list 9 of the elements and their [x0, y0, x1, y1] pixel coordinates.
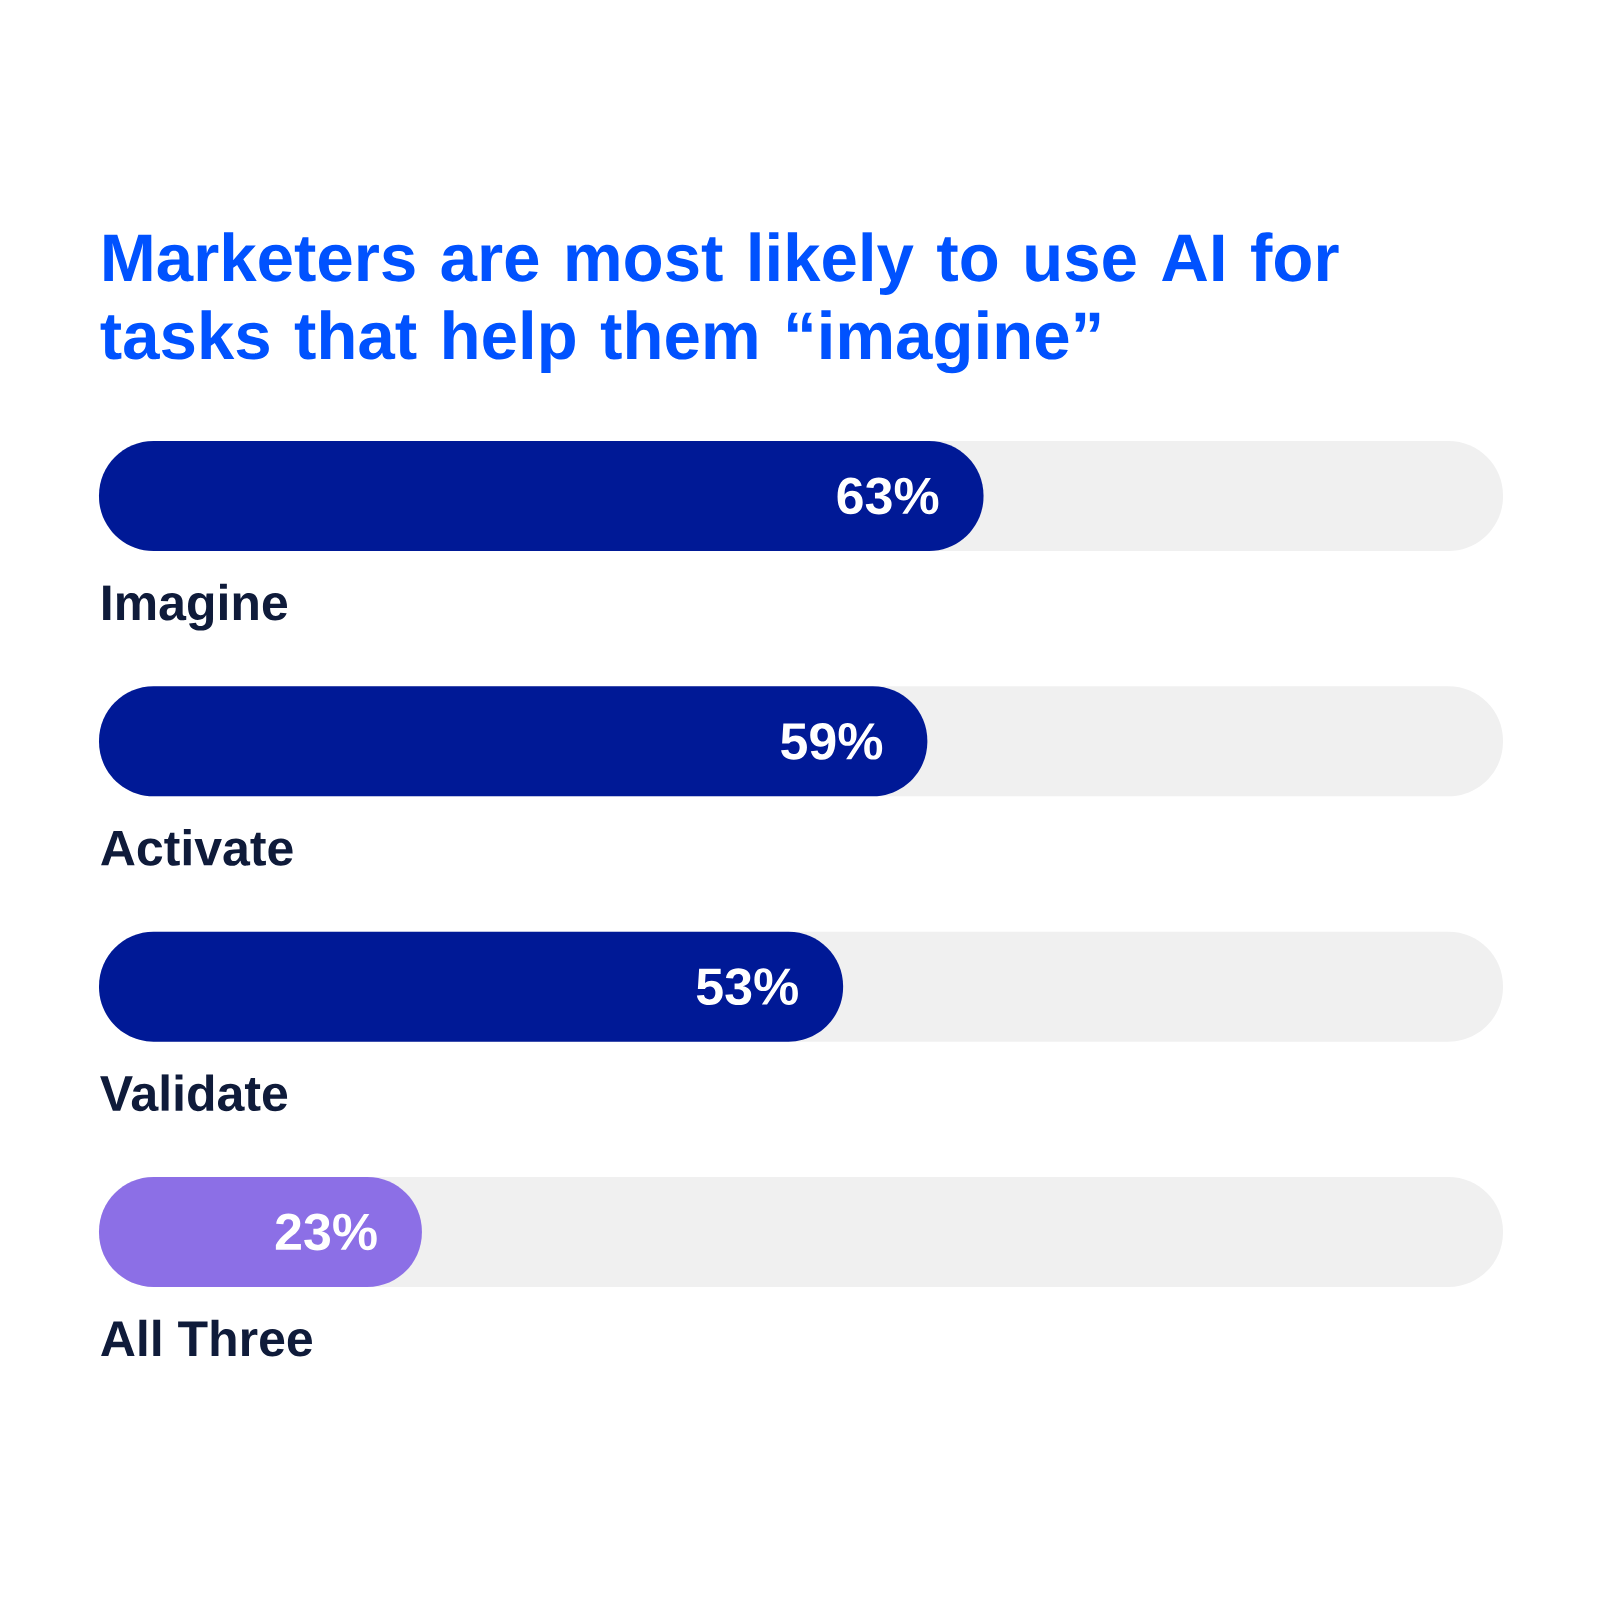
data-label: 59%	[781, 722, 883, 760]
y-tick-label: Imagine	[103, 583, 288, 631]
chart-title: Marketers are most likely to use AI for tasks that help them “imagine”	[100, 232, 1339, 374]
data-label: 63%	[837, 477, 939, 515]
y-tick-label: All Three	[101, 1319, 312, 1357]
y-tick-label: Activate	[101, 829, 293, 866]
data-label: 53%	[696, 968, 798, 1006]
data-label: 23%	[275, 1213, 377, 1251]
y-tick-label: Validate	[100, 1074, 288, 1112]
